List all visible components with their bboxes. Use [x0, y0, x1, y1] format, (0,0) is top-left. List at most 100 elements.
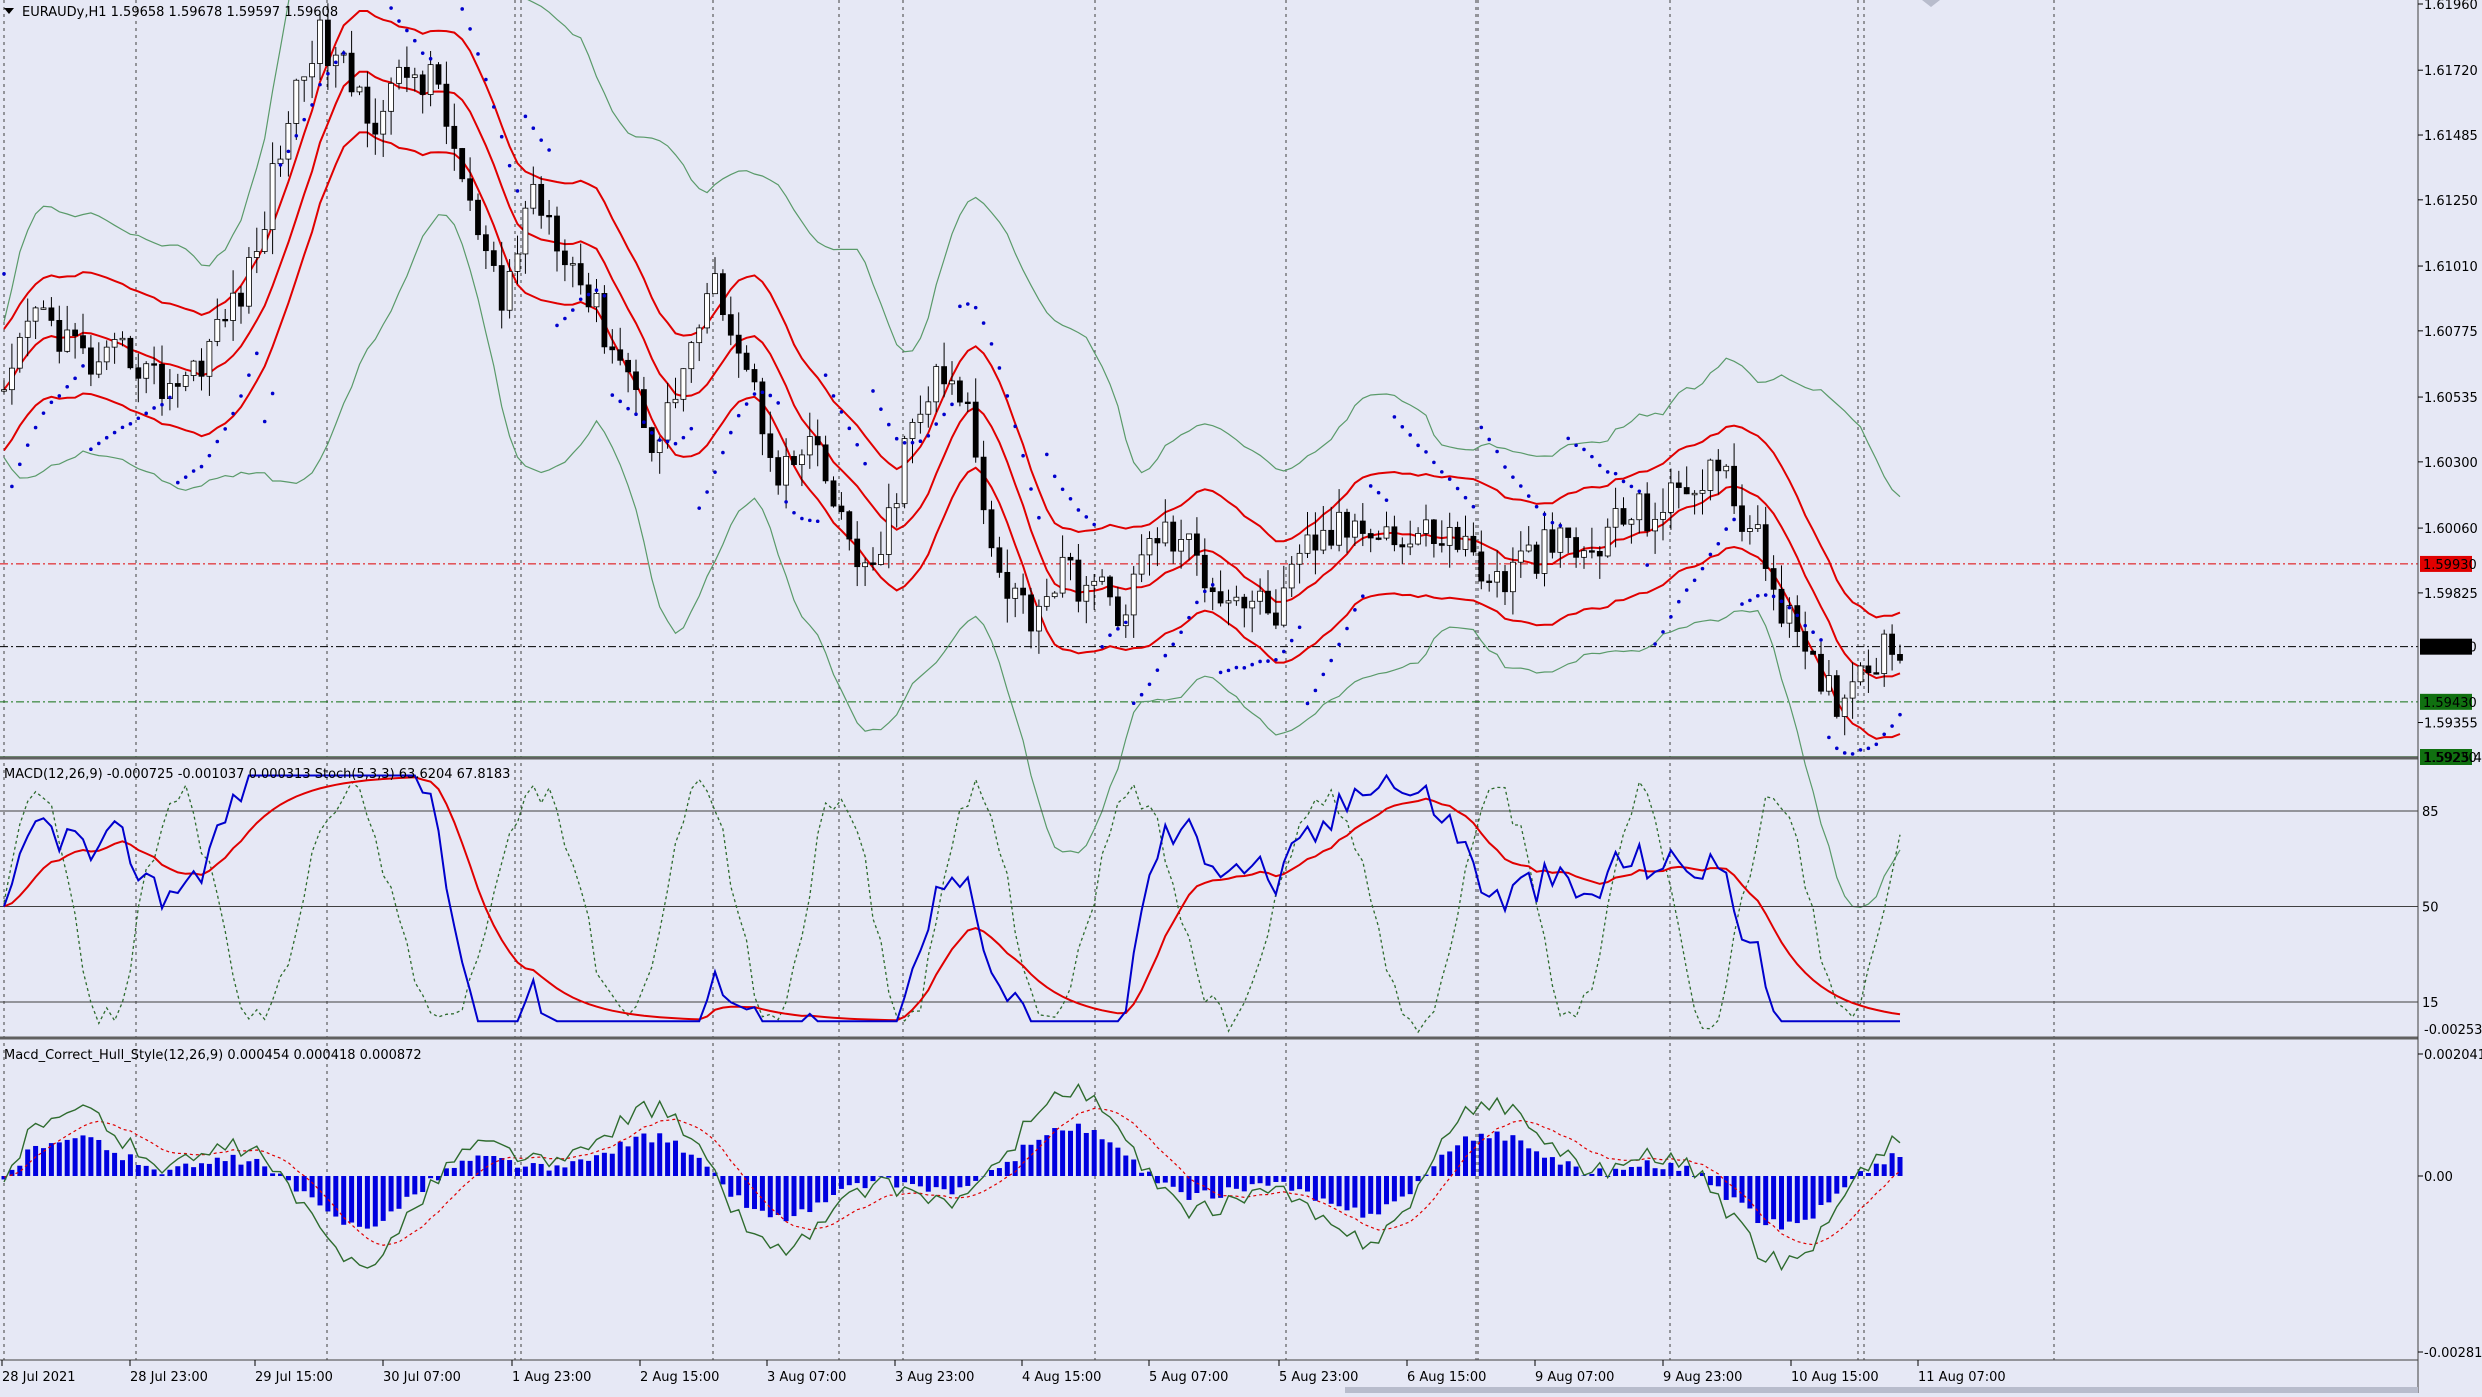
candle — [1858, 666, 1863, 682]
candle — [325, 20, 330, 66]
sar-dot — [263, 420, 267, 424]
candle — [1155, 538, 1160, 542]
hist-bar — [1779, 1176, 1784, 1229]
candle — [262, 230, 267, 252]
hist-bar — [1321, 1176, 1326, 1199]
hist-bar — [1653, 1168, 1658, 1176]
hist-bar — [736, 1176, 741, 1195]
candle — [515, 254, 520, 271]
sar-dot — [666, 440, 670, 444]
candle — [657, 440, 662, 453]
candle — [1834, 676, 1839, 717]
sar-dot — [192, 469, 196, 473]
sar-dot — [1551, 521, 1555, 525]
candle — [1013, 588, 1018, 598]
hist-bar — [81, 1135, 86, 1176]
sar-dot — [1772, 595, 1776, 599]
sar-dot — [682, 436, 686, 440]
candle — [1179, 539, 1184, 551]
hist-bar — [1574, 1167, 1579, 1176]
sar-dot — [26, 443, 30, 447]
candle — [957, 381, 962, 402]
sar-dot — [524, 115, 528, 119]
level-label: 1.59430 — [2423, 696, 2477, 711]
sar-dot — [1361, 594, 1365, 598]
candle — [1131, 574, 1136, 615]
sar-dot — [974, 306, 978, 310]
hist-bar — [57, 1142, 62, 1176]
hist-bar — [1826, 1176, 1831, 1202]
candle — [784, 456, 789, 485]
candle — [1700, 490, 1705, 493]
hist-bar — [1210, 1176, 1215, 1199]
candle — [9, 368, 14, 390]
sar-dot — [421, 51, 425, 55]
hist-bar — [199, 1163, 204, 1176]
hist-bar — [302, 1176, 307, 1191]
hist-bar — [720, 1176, 725, 1184]
candle — [1574, 538, 1579, 558]
hist-bar — [1503, 1141, 1508, 1176]
hist-bar — [1708, 1176, 1713, 1185]
sar-dot — [1290, 639, 1294, 643]
candle — [428, 65, 433, 95]
candle — [1431, 520, 1436, 544]
candle — [1637, 494, 1642, 520]
hist-bar — [65, 1140, 70, 1176]
hist-bar — [1874, 1164, 1879, 1176]
hist-bar — [491, 1156, 496, 1176]
hist-bar — [539, 1164, 544, 1176]
sar-dot — [1811, 630, 1815, 634]
candle — [1368, 534, 1373, 538]
candle — [562, 251, 567, 265]
candle — [17, 337, 22, 368]
sar-dot — [1843, 751, 1847, 755]
sar-dot — [1527, 494, 1531, 498]
hist-bar — [1787, 1176, 1792, 1222]
sar-dot — [160, 403, 164, 407]
sar-dot — [848, 427, 852, 431]
sar-dot — [413, 39, 417, 43]
hist-bar — [1345, 1176, 1350, 1210]
sar-dot — [1116, 627, 1120, 631]
sar-dot — [1211, 583, 1215, 587]
candle — [1439, 544, 1444, 546]
candle — [799, 455, 804, 465]
candle — [1708, 460, 1713, 490]
candle — [1044, 597, 1049, 607]
sar-dot — [603, 294, 607, 298]
candle — [65, 330, 70, 351]
hist-bar — [547, 1171, 552, 1176]
hist-bar — [1597, 1168, 1602, 1176]
hist-bar — [681, 1153, 686, 1176]
time-tick: 11 Aug 07:00 — [1918, 1370, 2006, 1385]
hist-bar — [1534, 1151, 1539, 1176]
hist-bar — [1163, 1176, 1168, 1183]
price-tick: 1.61010 — [2424, 260, 2478, 275]
sar-dot — [769, 394, 773, 398]
hist-bar — [1890, 1153, 1895, 1176]
candle — [310, 64, 315, 77]
hist-bar — [1684, 1166, 1689, 1176]
sar-dot — [1495, 450, 1499, 454]
hist-bar — [136, 1165, 141, 1176]
sar-dot — [429, 57, 433, 61]
hist-bar — [1352, 1176, 1357, 1208]
sar-dot — [1258, 660, 1262, 664]
sar-dot — [1582, 448, 1586, 452]
candle — [1187, 534, 1192, 540]
sar-dot — [1630, 485, 1634, 489]
sar-dot — [342, 51, 346, 55]
sar-dot — [737, 414, 741, 418]
candle — [1345, 512, 1350, 537]
hist-bar — [460, 1161, 465, 1176]
hist-bar — [1281, 1176, 1286, 1182]
sar-dot — [1614, 472, 1618, 476]
hist-bar — [381, 1176, 386, 1221]
sar-dot — [1179, 630, 1183, 634]
hist-bar — [1408, 1176, 1413, 1194]
hist-bar — [523, 1167, 528, 1176]
hist-bar — [1740, 1176, 1745, 1203]
candle — [231, 293, 236, 320]
